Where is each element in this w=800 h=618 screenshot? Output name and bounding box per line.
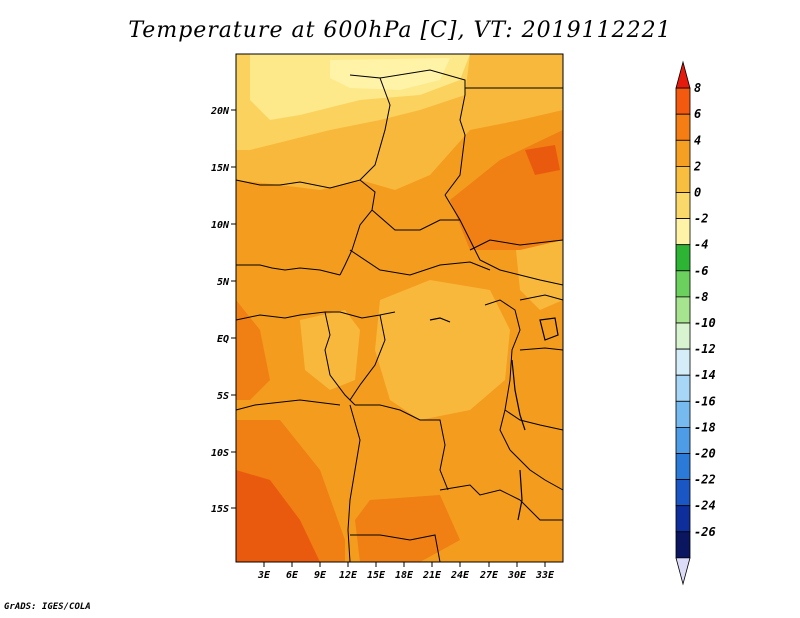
- lon-label: 24E: [450, 570, 470, 581]
- colorbar-swatch: [675, 60, 691, 89]
- lon-label: 18E: [395, 570, 414, 581]
- colorbar-swatch: [675, 322, 691, 350]
- colorbar-label: -16: [694, 394, 716, 408]
- colorbar-swatch: [675, 426, 691, 454]
- credit-label: GrADS: IGES/COLA: [4, 602, 91, 612]
- colorbar-swatch: [675, 479, 691, 507]
- lon-label: 27E: [479, 570, 499, 581]
- colorbar-label: -4: [694, 238, 708, 252]
- lat-label: 10N: [211, 220, 230, 231]
- colorbar-label: 8: [694, 81, 701, 95]
- temperature-region-south-warm: [355, 495, 460, 562]
- temperature-region-southwest-hot: [236, 470, 320, 562]
- colorbar-label: -10: [694, 316, 716, 330]
- lat-label: 15S: [211, 504, 229, 515]
- lon-label: 12E: [339, 570, 358, 581]
- colorbar-label: -6: [694, 264, 708, 278]
- lakes: [429, 317, 559, 521]
- longitude-axis: 3E 6E 9E 12E 15E 18E 21E 24E 27E 30E 33E: [257, 562, 555, 581]
- country-borders: [235, 69, 564, 563]
- colorbar-label: 4: [694, 133, 701, 147]
- colorbar-swatch: [675, 348, 691, 376]
- temperature-region-northeast-hot: [525, 145, 560, 175]
- colorbar-swatch: [675, 165, 691, 193]
- colorbar-label: 0: [694, 186, 701, 200]
- lon-label: 6E: [286, 570, 299, 581]
- lon-label: 9E: [314, 570, 327, 581]
- map-title: Temperature at 600hPa [C], VT: 201911222…: [128, 18, 672, 43]
- lon-label: 15E: [367, 570, 386, 581]
- lon-label: 21E: [422, 570, 442, 581]
- latitude-axis: 20N 15N 10N 5N EQ 5S 10S 15S: [210, 106, 236, 515]
- lat-label: 15N: [211, 163, 230, 174]
- colorbar-label: -20: [694, 447, 716, 461]
- colorbar-swatch: [675, 244, 691, 272]
- colorbar-swatch: [675, 531, 691, 559]
- colorbar-swatch: [675, 218, 691, 246]
- temperature-region-north-pale: [330, 58, 450, 90]
- colorbar-swatch: [675, 505, 691, 533]
- colorbar-swatch: [675, 374, 691, 402]
- colorbar-swatch: [675, 139, 691, 167]
- lon-label: 33E: [535, 570, 555, 581]
- lat-label: 5S: [217, 391, 229, 402]
- colorbar-swatch: [675, 192, 691, 220]
- temperature-region-central: [375, 280, 510, 420]
- colorbar-label: -24: [694, 499, 716, 513]
- colorbar-swatch: [675, 87, 691, 115]
- temperature-region-west-warm: [236, 300, 270, 400]
- lon-label: 3E: [257, 570, 271, 581]
- lat-label: 20N: [210, 106, 230, 117]
- map-plot: 20N 15N 10N 5N EQ 5S 10S 15S 3E 6E 9E 12…: [210, 53, 564, 581]
- colorbar-swatch: [675, 557, 691, 586]
- colorbar-label: -8: [694, 290, 708, 304]
- colorbar-swatch: [675, 270, 691, 298]
- colorbar-label: -12: [694, 342, 716, 356]
- lat-label: EQ: [217, 334, 229, 345]
- temperature-region-east-cool: [515, 230, 563, 310]
- colorbar-swatch: [675, 296, 691, 324]
- colorbar-label: 2: [693, 159, 701, 173]
- colorbar-swatch: [675, 453, 691, 481]
- colorbar-swatch: [675, 400, 691, 428]
- temperature-region-west-cool: [300, 310, 360, 390]
- colorbar-swatch: [675, 113, 691, 141]
- lat-label: 10S: [211, 448, 229, 459]
- colorbar-label: -26: [694, 525, 716, 539]
- colorbar-label: 6: [694, 107, 701, 121]
- colorbar: 8 6 4 2 0 -2 -4 -6 -8 -10 -12 -14 -16 -18 -20 -22 -24 -26: [675, 60, 716, 586]
- colorbar-label: -2: [694, 212, 708, 226]
- colorbar-label: -22: [694, 473, 716, 487]
- map-frame: [235, 53, 564, 563]
- lat-label: 5N: [217, 277, 230, 288]
- colorbar-label: -14: [694, 368, 716, 382]
- lon-label: 30E: [507, 570, 527, 581]
- colorbar-label: -18: [694, 420, 716, 434]
